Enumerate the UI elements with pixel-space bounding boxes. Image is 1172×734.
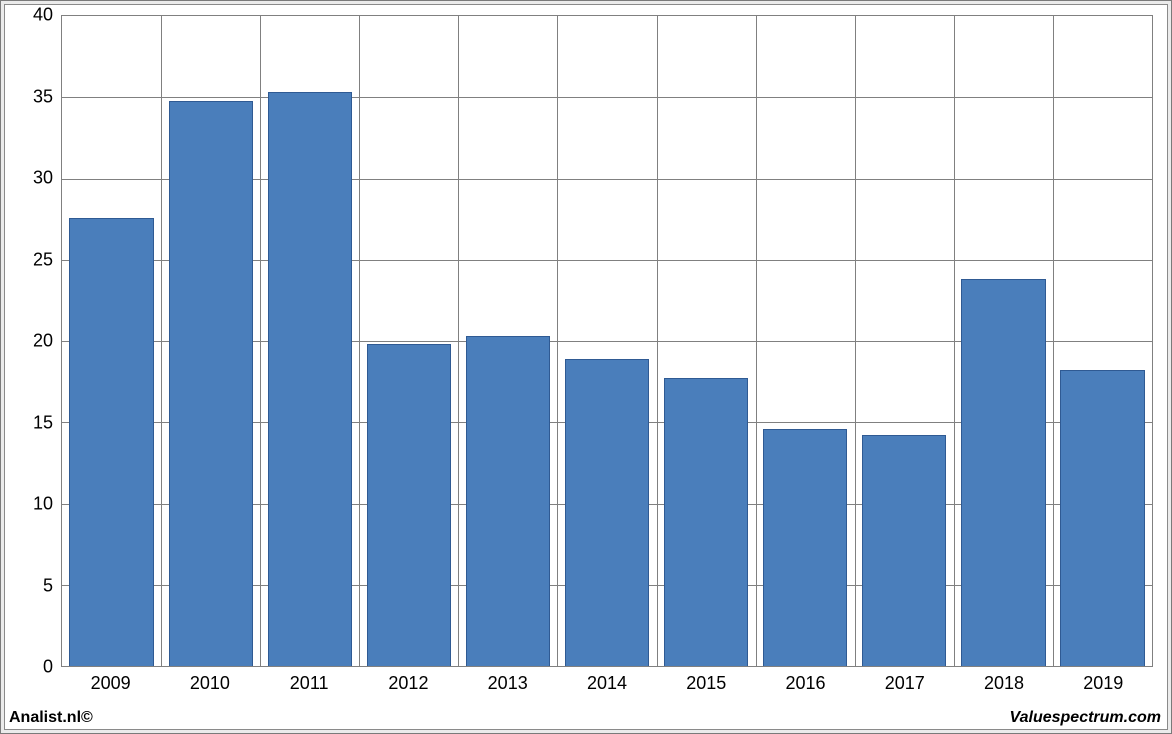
x-tick-label: 2017 (855, 673, 954, 694)
bar-slot (855, 16, 954, 666)
x-tick-label: 2019 (1054, 673, 1153, 694)
bar-slot (161, 16, 260, 666)
bar-slot (557, 16, 656, 666)
bar (1060, 370, 1144, 666)
bar-slot (954, 16, 1053, 666)
plot-area (61, 15, 1153, 667)
bar (466, 336, 550, 666)
bar (961, 279, 1045, 666)
bar (69, 218, 153, 667)
bar-slot (62, 16, 161, 666)
bar-slot (1053, 16, 1152, 666)
x-tick-label: 2012 (359, 673, 458, 694)
bar (664, 378, 748, 666)
y-tick-label: 15 (33, 412, 53, 433)
y-tick-label: 25 (33, 249, 53, 270)
footer-left-credit: Analist.nl© (9, 709, 93, 727)
chart-outer-frame: 0510152025303540 20092010201120122013201… (0, 0, 1172, 734)
y-tick-label: 0 (43, 657, 53, 678)
x-tick-label: 2009 (61, 673, 160, 694)
y-tick-label: 35 (33, 86, 53, 107)
x-tick-label: 2010 (160, 673, 259, 694)
y-tick-label: 30 (33, 168, 53, 189)
x-tick-label: 2011 (260, 673, 359, 694)
chart-inner-frame: 0510152025303540 20092010201120122013201… (4, 4, 1168, 730)
y-tick-label: 20 (33, 331, 53, 352)
y-tick-label: 40 (33, 5, 53, 26)
plot-wrap: 0510152025303540 20092010201120122013201… (5, 5, 1167, 705)
bar (169, 101, 253, 667)
footer-right-credit: Valuespectrum.com (1010, 709, 1161, 727)
chart-column: 2009201020112012201320142015201620172018… (61, 5, 1167, 705)
bar-slot (458, 16, 557, 666)
bar (565, 359, 649, 666)
x-axis: 2009201020112012201320142015201620172018… (61, 667, 1153, 705)
x-tick-label: 2014 (557, 673, 656, 694)
bar (367, 344, 451, 666)
bars-layer (62, 16, 1152, 666)
bar (862, 435, 946, 666)
y-axis: 0 5 10 15 20 25 30 35 40 (5, 5, 61, 705)
y-tick-label: 5 (43, 575, 53, 596)
x-tick-label: 2018 (954, 673, 1053, 694)
bar-slot (756, 16, 855, 666)
bar-slot (657, 16, 756, 666)
y-tick-label: 10 (33, 494, 53, 515)
x-tick-label: 2016 (756, 673, 855, 694)
bar (763, 429, 847, 666)
x-tick-label: 2015 (657, 673, 756, 694)
bar-slot (260, 16, 359, 666)
bar-slot (359, 16, 458, 666)
x-tick-label: 2013 (458, 673, 557, 694)
bar (268, 92, 352, 666)
